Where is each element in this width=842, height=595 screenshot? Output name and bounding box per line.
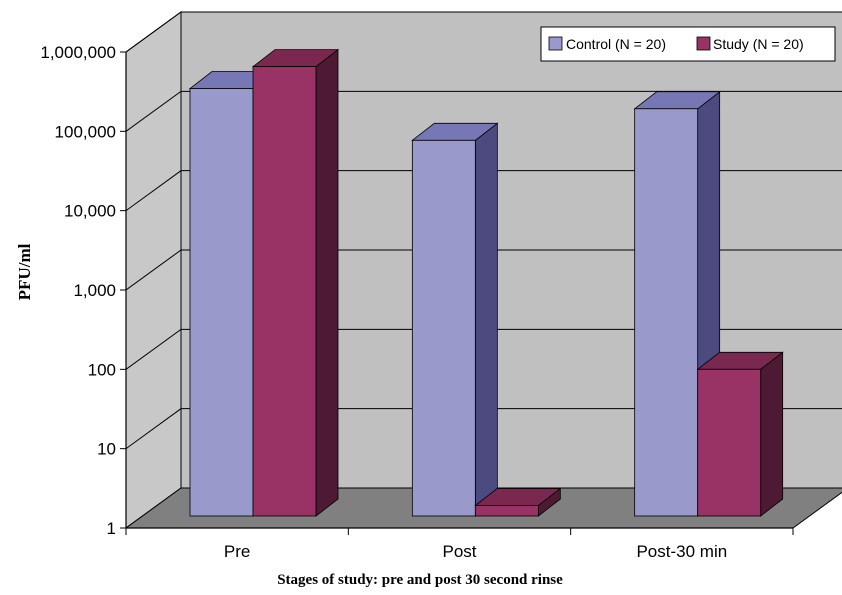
bar-side-face — [474, 122, 498, 517]
y-tick-labels: 1 10 100 1,000 10,000 100,000 1,000,000 — [40, 43, 116, 538]
legend: Control (N = 20) Study (N = 20) — [540, 26, 836, 62]
y-tick-label: 1 — [107, 519, 116, 538]
x-tick-label: Pre — [224, 542, 250, 561]
y-axis-title: PFU/ml — [15, 243, 34, 300]
x-axis-title: Stages of study: pre and post 30 second … — [277, 572, 563, 588]
bar-post-30-min-study — [696, 351, 784, 517]
y-tick-label: 100 — [88, 360, 116, 379]
legend-swatch-study — [696, 36, 711, 51]
x-tick-label: Post-30 min — [636, 542, 727, 561]
bar-front-face — [634, 108, 699, 517]
bar-front-face — [411, 139, 476, 517]
y-tick-label: 1,000 — [73, 281, 116, 300]
bars — [188, 48, 784, 517]
bar-pre-study — [251, 48, 340, 517]
x-tick-labels: Pre Post Post-30 min — [224, 542, 727, 561]
y-tick-label: 100,000 — [55, 122, 116, 141]
axes — [120, 51, 794, 535]
x-tick-label: Post — [442, 542, 476, 561]
bar-front-face — [474, 505, 539, 517]
legend-swatch-control — [548, 36, 563, 51]
bar-side-face — [760, 351, 784, 517]
legend-box — [540, 26, 836, 62]
bar-post-control — [411, 122, 499, 517]
y-tick-label: 10,000 — [64, 202, 116, 221]
bar-front-face — [189, 88, 254, 517]
y-tick-label: 1,000,000 — [40, 43, 116, 62]
bar-post-study — [474, 487, 562, 517]
y-tick-label: 10 — [97, 440, 116, 459]
chart-wall-outline — [180, 11, 842, 488]
bar-side-face — [315, 48, 339, 517]
legend-label-study: Study (N = 20) — [713, 36, 804, 52]
legend-label-control: Control (N = 20) — [566, 36, 666, 52]
bar-front-face — [697, 368, 762, 517]
bar-front-face — [252, 66, 317, 517]
